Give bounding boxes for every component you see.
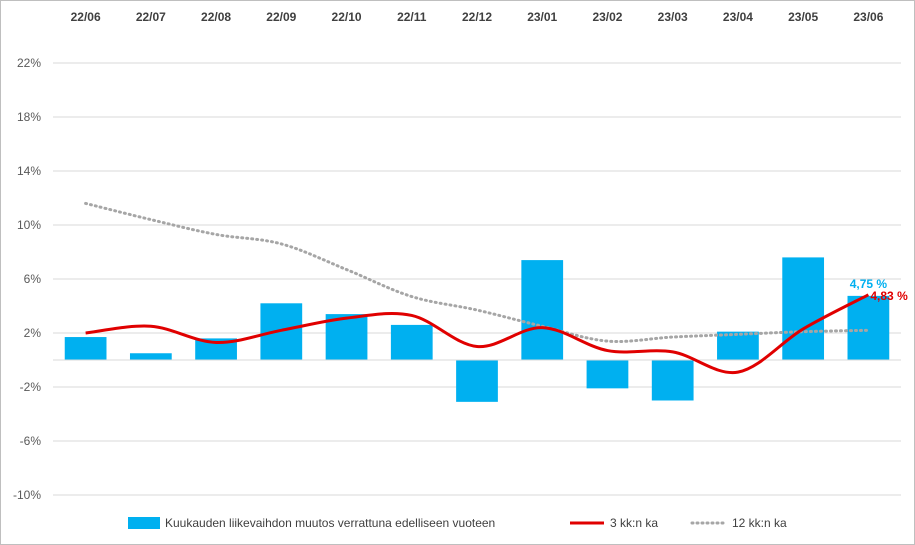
x-tick-label: 23/06 <box>853 10 883 24</box>
y-axis-ticks: 22% 18% 14% 10% 6% 2% -2% -6% -10% <box>13 56 41 502</box>
bar <box>195 338 237 360</box>
y-tick-label: 18% <box>17 110 41 124</box>
x-tick-label: 22/06 <box>71 10 101 24</box>
x-tick-label: 22/12 <box>462 10 492 24</box>
y-tick-label: -10% <box>13 488 41 502</box>
y-tick-label: 22% <box>17 56 41 70</box>
y-tick-label: -2% <box>20 380 42 394</box>
x-tick-label: 22/10 <box>332 10 362 24</box>
bar <box>64 337 107 360</box>
bar-value-label: 4,75 % <box>850 277 888 291</box>
legend-label-3kk: 3 kk:n ka <box>610 516 658 530</box>
x-tick-label: 22/08 <box>201 10 231 24</box>
x-axis-ticks: 22/06 22/07 22/08 22/09 22/10 22/11 22/12 23/01… <box>71 10 884 24</box>
bar <box>782 257 825 360</box>
y-tick-label: 2% <box>24 326 42 340</box>
line-3kk-ka <box>85 293 870 375</box>
x-tick-label: 22/09 <box>266 10 296 24</box>
x-tick-label: 22/07 <box>136 10 166 24</box>
bar <box>586 360 629 389</box>
x-tick-label: 23/02 <box>592 10 622 24</box>
y-tick-label: 14% <box>17 164 41 178</box>
legend-label-12kk: 12 kk:n ka <box>732 516 787 530</box>
gridlines <box>53 62 901 496</box>
bar <box>847 295 890 360</box>
y-tick-label: 10% <box>17 218 41 232</box>
x-tick-label: 23/01 <box>527 10 557 24</box>
x-tick-label: 23/05 <box>788 10 818 24</box>
bar <box>390 324 433 360</box>
line-12kk-ka <box>84 201 870 343</box>
legend: Kuukauden liikevaihdon muutos verrattuna… <box>128 516 787 530</box>
bar <box>521 260 564 360</box>
bar-series <box>64 257 890 402</box>
legend-label-bars: Kuukauden liikevaihdon muutos verrattuna… <box>165 516 495 530</box>
bar <box>651 360 694 401</box>
line-value-label: 4,83 % <box>870 289 908 303</box>
legend-swatch-bars <box>128 517 160 529</box>
annotations: 4,75 %4,83 % <box>850 277 908 303</box>
x-tick-label: 23/03 <box>658 10 688 24</box>
bar <box>717 331 759 360</box>
x-tick-label: 23/04 <box>723 10 753 24</box>
y-tick-label: -6% <box>20 434 42 448</box>
bar <box>456 360 498 402</box>
x-tick-label: 22/11 <box>397 10 427 24</box>
bar <box>129 353 172 360</box>
y-tick-label: 6% <box>24 272 42 286</box>
bar <box>325 314 368 360</box>
